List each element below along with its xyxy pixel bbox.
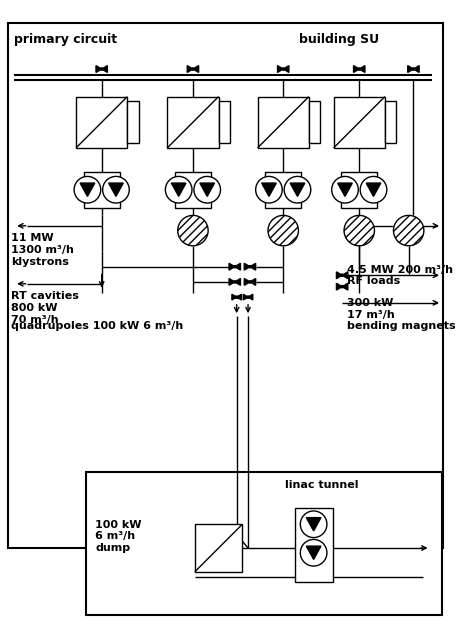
Polygon shape [250, 263, 255, 270]
Bar [341, 171, 377, 208]
Circle shape [341, 274, 343, 276]
Polygon shape [96, 66, 102, 73]
Bar [385, 101, 396, 143]
Circle shape [341, 285, 343, 288]
Polygon shape [337, 272, 342, 278]
Polygon shape [243, 294, 248, 300]
Polygon shape [237, 294, 241, 300]
Circle shape [301, 540, 327, 566]
Polygon shape [306, 518, 321, 531]
Polygon shape [359, 66, 365, 73]
Bar [219, 101, 230, 143]
Polygon shape [80, 183, 95, 196]
Circle shape [412, 68, 415, 70]
Text: quadrupoles 100 kW 6 m³/h: quadrupoles 100 kW 6 m³/h [11, 321, 183, 331]
Polygon shape [172, 183, 186, 196]
Circle shape [103, 176, 129, 203]
Polygon shape [235, 263, 240, 270]
Bar [83, 171, 120, 208]
Bar [334, 97, 385, 148]
Polygon shape [200, 183, 215, 196]
Polygon shape [109, 183, 123, 196]
Text: RT cavities
800 kW
70 m³/h: RT cavities 800 kW 70 m³/h [11, 291, 79, 325]
Polygon shape [229, 263, 235, 270]
Bar [195, 524, 242, 572]
Polygon shape [277, 66, 283, 73]
Circle shape [268, 215, 299, 246]
Circle shape [236, 296, 238, 298]
Polygon shape [187, 66, 193, 73]
Circle shape [234, 266, 236, 268]
Polygon shape [262, 183, 276, 196]
Bar [295, 508, 333, 582]
Bar [85, 472, 442, 615]
Circle shape [284, 176, 311, 203]
Circle shape [360, 176, 387, 203]
Circle shape [247, 296, 249, 298]
Polygon shape [337, 283, 342, 290]
Circle shape [282, 68, 284, 70]
Bar [167, 97, 219, 148]
Polygon shape [342, 272, 348, 278]
Bar [128, 101, 139, 143]
Polygon shape [229, 278, 235, 285]
Polygon shape [244, 278, 250, 285]
Polygon shape [290, 183, 305, 196]
Circle shape [74, 176, 101, 203]
Polygon shape [354, 66, 359, 73]
Polygon shape [250, 278, 255, 285]
Text: 300 kW
17 m³/h
bending magnets: 300 kW 17 m³/h bending magnets [347, 298, 456, 331]
Circle shape [249, 266, 251, 268]
Polygon shape [337, 183, 352, 196]
Polygon shape [193, 66, 199, 73]
Polygon shape [366, 183, 381, 196]
Circle shape [249, 281, 251, 283]
Polygon shape [232, 294, 237, 300]
Text: building SU: building SU [300, 33, 380, 46]
Polygon shape [408, 66, 413, 73]
Circle shape [194, 176, 220, 203]
Polygon shape [248, 294, 253, 300]
Circle shape [393, 215, 424, 246]
Bar [175, 171, 211, 208]
Polygon shape [413, 66, 419, 73]
Bar [8, 24, 443, 548]
Text: 11 MW
1300 m³/h
klystrons: 11 MW 1300 m³/h klystrons [11, 233, 74, 267]
Polygon shape [102, 66, 108, 73]
Circle shape [234, 281, 236, 283]
Polygon shape [244, 263, 250, 270]
Text: 4.5 MW 200 m³/h
RF loads: 4.5 MW 200 m³/h RF loads [347, 265, 453, 287]
Bar [309, 101, 320, 143]
Bar [257, 97, 309, 148]
Polygon shape [342, 283, 348, 290]
Bar [265, 171, 301, 208]
Circle shape [100, 68, 103, 70]
Circle shape [178, 215, 208, 246]
Text: linac tunnel: linac tunnel [285, 480, 359, 490]
Polygon shape [306, 546, 321, 559]
Circle shape [301, 511, 327, 538]
Text: primary circuit: primary circuit [14, 33, 118, 46]
Bar [76, 97, 128, 148]
Circle shape [192, 68, 194, 70]
Circle shape [332, 176, 358, 203]
Circle shape [358, 68, 360, 70]
Polygon shape [283, 66, 289, 73]
Circle shape [165, 176, 192, 203]
Text: 100 kW
6 m³/h
dump: 100 kW 6 m³/h dump [95, 520, 142, 553]
Polygon shape [235, 278, 240, 285]
Circle shape [255, 176, 283, 203]
Circle shape [344, 215, 374, 246]
